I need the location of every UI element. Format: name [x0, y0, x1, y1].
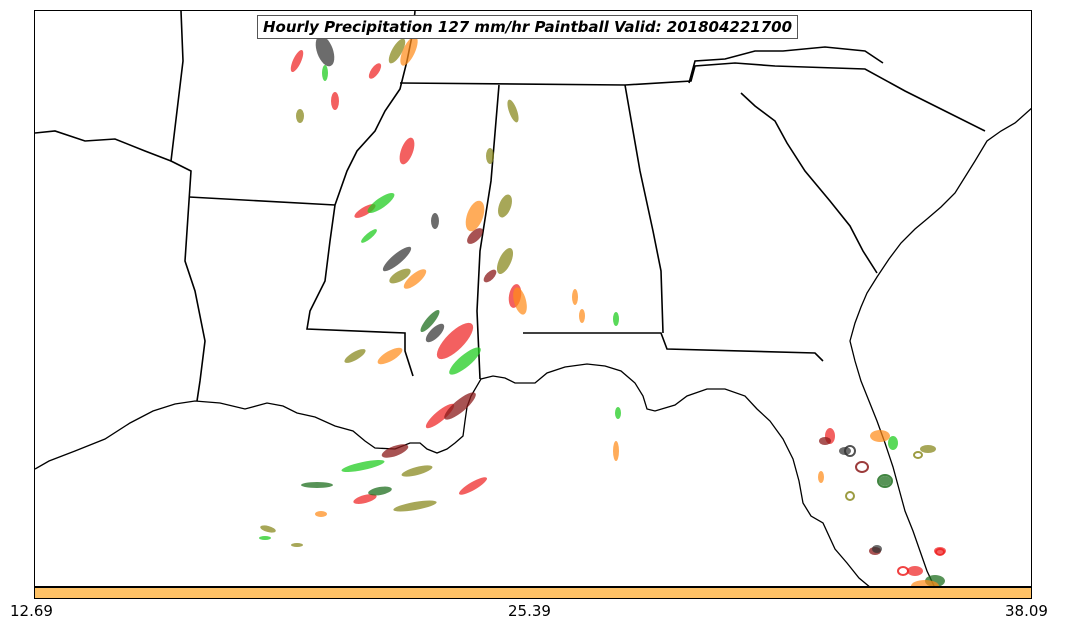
precip-member-red [290, 49, 946, 576]
precip-outlines [844, 445, 945, 576]
state-boundaries [35, 11, 986, 402]
precip-member-olive [260, 38, 936, 547]
precip-member-darkred [381, 228, 881, 555]
colorbar-tick-min: 12.69 [10, 602, 53, 620]
precip-member-gray [315, 35, 882, 553]
colorbar-tick-mid: 25.39 [508, 602, 551, 620]
map-title: Hourly Precipitation 127 mm/hr Paintball… [257, 15, 799, 39]
map-panel [34, 10, 1032, 587]
precip-member-darkgreen [301, 309, 945, 586]
colorbar [34, 587, 1032, 599]
precip-member-orange [315, 36, 939, 586]
precip-member-green [259, 65, 898, 540]
colorbar-tick-max: 38.09 [1005, 602, 1048, 620]
coastline-atlantic [849, 107, 1031, 586]
precipitation-map [35, 11, 1031, 586]
coastline [35, 363, 870, 586]
